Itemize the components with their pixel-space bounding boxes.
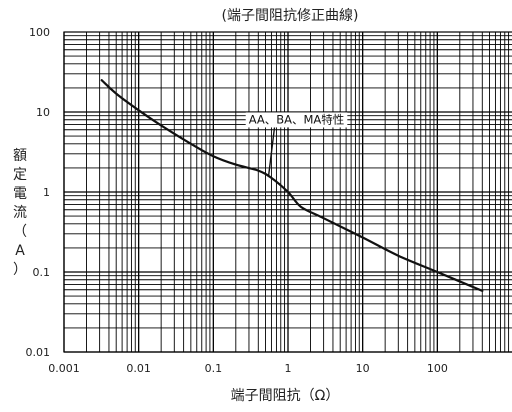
- x-tick-label: 10: [356, 362, 370, 375]
- annotation-background: [245, 112, 348, 128]
- x-tick-label: 0.01: [126, 362, 151, 375]
- annotation-leader-line: [267, 127, 276, 176]
- y-axis-label-char: 額: [13, 148, 27, 164]
- x-tick-labels: 0.001 0.01 0.1 1 10 100: [48, 362, 448, 375]
- y-axis-label-char: 定: [13, 167, 27, 183]
- y-tick-label: 10: [36, 106, 50, 119]
- x-axis-label: 端子間阻抗（Ω）: [231, 388, 340, 404]
- y-axis-label-char: A: [15, 243, 25, 259]
- chart-title: (端子間阻抗修正曲線): [222, 8, 359, 24]
- x-tick-label: 0.1: [205, 362, 223, 375]
- plot-frame: [63, 31, 512, 353]
- y-axis-label-char: ）: [13, 262, 27, 278]
- x-tick-label: 0.001: [48, 362, 80, 375]
- y-axis-label-char: （: [13, 224, 27, 240]
- y-tick-label: 0.01: [26, 346, 51, 359]
- series-line: [100, 79, 484, 292]
- y-axis-label-char: 電: [13, 186, 27, 202]
- x-tick-label: 100: [427, 362, 448, 375]
- y-tick-label: 100: [29, 26, 50, 39]
- grid: [63, 32, 512, 353]
- annotation-label: AA、BA、MA特性: [249, 112, 345, 126]
- y-tick-label: 0.1: [33, 266, 51, 279]
- y-tick-labels: 0.01 0.1 1 10 100: [26, 26, 51, 359]
- y-axis-label-char: 流: [13, 205, 27, 221]
- x-tick-label: 1: [285, 362, 292, 375]
- y-tick-label: 1: [43, 186, 50, 199]
